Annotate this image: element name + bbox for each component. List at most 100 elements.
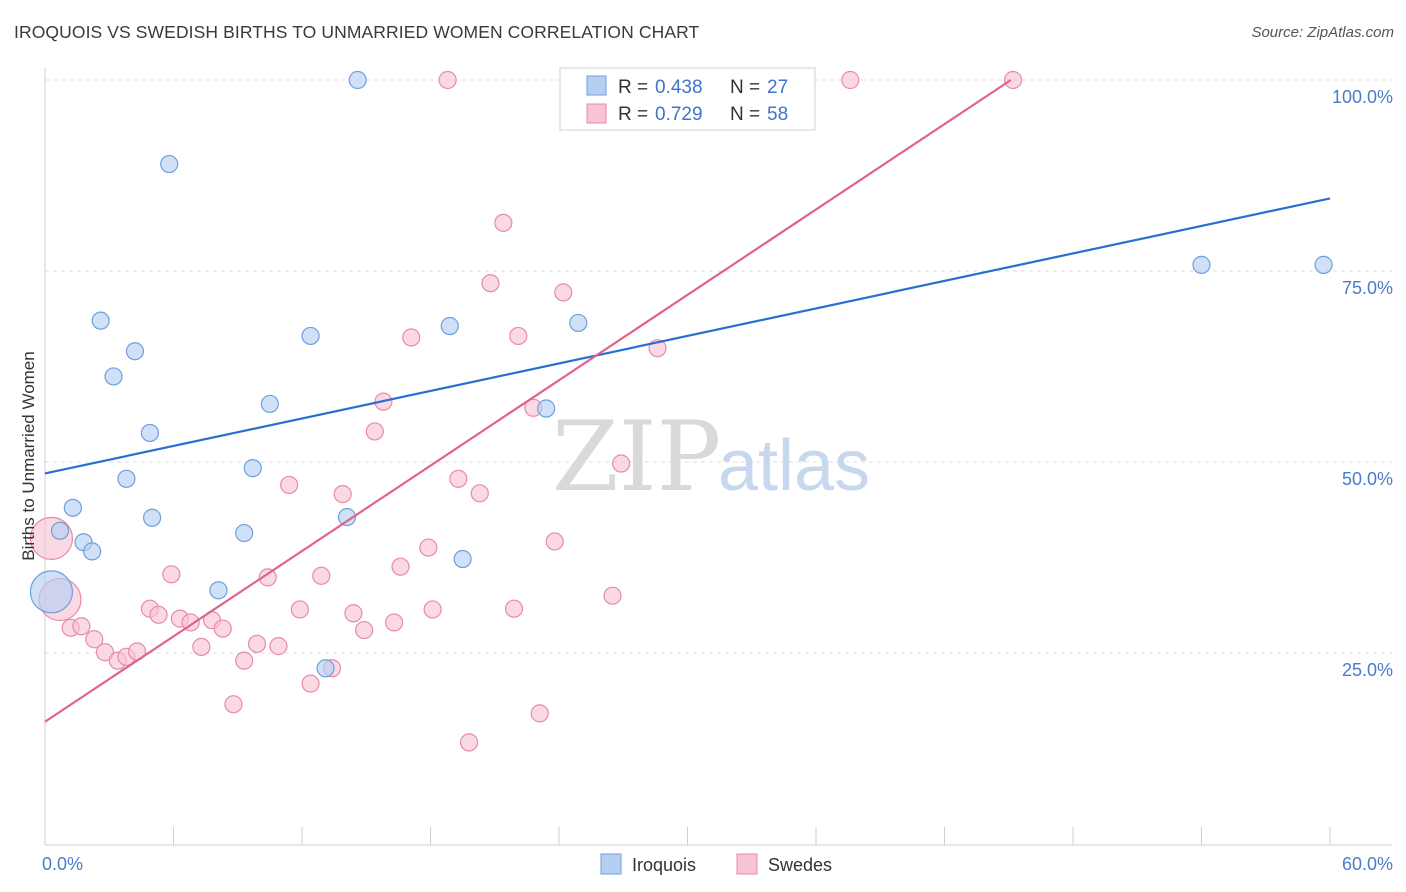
swedes-point-43 (504, 599, 524, 618)
legend-swedes-n-value: 58 (767, 104, 788, 125)
swedes-point-35 (419, 538, 438, 557)
swedes-point-23 (290, 600, 309, 619)
iroquois-point-18 (337, 507, 357, 527)
legend-iroquois-r-label: R = (618, 77, 648, 98)
iroquois-point-0 (29, 570, 74, 614)
swedes-point-46 (530, 704, 549, 723)
swedes-point-24 (301, 674, 320, 693)
swedes-point-4 (85, 630, 104, 649)
swedes-point-49 (603, 586, 622, 605)
source-label: Source: ZipAtlas.com (1251, 24, 1394, 41)
axes (44, 68, 1392, 846)
iroquois-point-17 (316, 659, 335, 678)
swedes-point-48 (554, 283, 573, 302)
iroquois-point-19 (348, 70, 367, 90)
iroquois-point-26 (1314, 255, 1333, 274)
swedes-point-22 (280, 475, 299, 495)
swedes-point-33 (391, 557, 410, 576)
legend-iroquois-n-value: 27 (767, 77, 788, 98)
swedes-point-50 (612, 454, 631, 473)
swedes-point-56 (841, 70, 860, 90)
iroquois-point-4 (83, 542, 102, 561)
watermark: ZIP atlas (552, 401, 870, 513)
swedes-point-47 (545, 532, 564, 551)
bottom-legend-iroquois: Iroquois (632, 855, 696, 875)
swedes-point-34 (402, 328, 421, 347)
swedes-point-44 (509, 326, 528, 346)
swedes-trendline (44, 79, 1012, 723)
legend-iroquois-n-label: N = (730, 77, 760, 98)
trendlines (44, 79, 1331, 723)
swedes-point-32 (384, 613, 404, 632)
legend-swedes-r-value: 0.729 (655, 104, 703, 125)
iroquois-point-8 (125, 342, 145, 361)
iroquois-point-10 (142, 508, 162, 527)
swedes-point-40 (470, 484, 489, 503)
swedes-point-18 (235, 651, 254, 670)
swedes-point-27 (333, 484, 352, 504)
iroquois-point-9 (140, 423, 160, 443)
legend-swedes-n-label: N = (730, 104, 760, 125)
swedes-point-20 (258, 568, 277, 587)
swedes-point-21 (269, 637, 288, 656)
iroquois-point-13 (235, 523, 254, 543)
swedes-point-39 (459, 733, 479, 752)
bottom-legend: Iroquois Swedes (600, 853, 832, 875)
swedes-point-42 (494, 213, 513, 232)
iroquois-point-12 (209, 581, 228, 600)
legend-swatch-iroquois (586, 75, 607, 96)
bottom-legend-swatch-swedes (736, 853, 758, 875)
swedes-point-3 (72, 617, 91, 636)
swedes-point-37 (438, 70, 457, 90)
chart-title: IROQUOIS VS SWEDISH BIRTHS TO UNMARRIED … (14, 22, 700, 42)
iroquois-point-21 (453, 549, 472, 569)
swedes-point-28 (344, 604, 363, 623)
swedes-point-57 (1003, 70, 1023, 90)
y-axis-label: Births to Unmarried Women (19, 351, 38, 560)
swedes-point-10 (149, 605, 168, 624)
swedes-point-41 (481, 274, 500, 293)
swedes-point-19 (247, 634, 267, 653)
y-tick-label-2: 75.0% (1342, 278, 1393, 298)
swedes-point-25 (312, 566, 331, 585)
iroquois-point-22 (537, 399, 556, 418)
swedes-point-38 (449, 469, 468, 488)
iroquois-point-5 (91, 311, 110, 330)
swedes-point-17 (224, 695, 243, 714)
legend-swedes-r-label: R = (618, 104, 648, 125)
iroquois-point-25 (1192, 255, 1211, 274)
iroquois-point-11 (160, 154, 179, 174)
legend: R = 0.438 N = 27 R = 0.729 N = 58 (559, 67, 816, 131)
legend-iroquois-r-value: 0.438 (655, 77, 703, 98)
iroquois-point-2 (63, 498, 82, 517)
iroquois-point-6 (104, 367, 123, 386)
swedes-point-36 (423, 600, 442, 619)
iroquois-point-1 (50, 521, 70, 540)
y-tick-label-3: 100.0% (1332, 87, 1393, 107)
x-tick-label-1: 60.0% (1342, 854, 1393, 874)
swedes-point-14 (192, 637, 211, 656)
swedes-point-29 (355, 620, 374, 640)
iroquois-point-15 (260, 394, 279, 414)
swedes-point-11 (162, 565, 181, 584)
series-iroquois-points (29, 70, 1333, 678)
iroquois-point-23 (569, 313, 588, 333)
watermark-atlas: atlas (718, 426, 870, 506)
iroquois-point-14 (243, 459, 262, 478)
iroquois-trendline (44, 197, 1331, 475)
y-tick-label-1: 50.0% (1342, 469, 1393, 489)
watermark-zip: ZIP (552, 401, 721, 513)
x-tick-label-0: 0.0% (42, 854, 83, 874)
bottom-legend-swatch-iroquois (600, 853, 622, 875)
iroquois-point-7 (117, 469, 136, 488)
bottom-legend-swedes: Swedes (768, 855, 832, 875)
iroquois-point-20 (440, 316, 459, 336)
iroquois-point-16 (301, 326, 320, 346)
tick-labels: 25.0% 50.0% 75.0% 100.0% 0.0% 60.0% (42, 87, 1393, 874)
swedes-point-16 (213, 619, 232, 638)
swedes-point-30 (365, 422, 384, 441)
gridlines (45, 79, 1392, 654)
swedes-point-5 (95, 643, 115, 662)
legend-swatch-swedes (586, 103, 607, 124)
